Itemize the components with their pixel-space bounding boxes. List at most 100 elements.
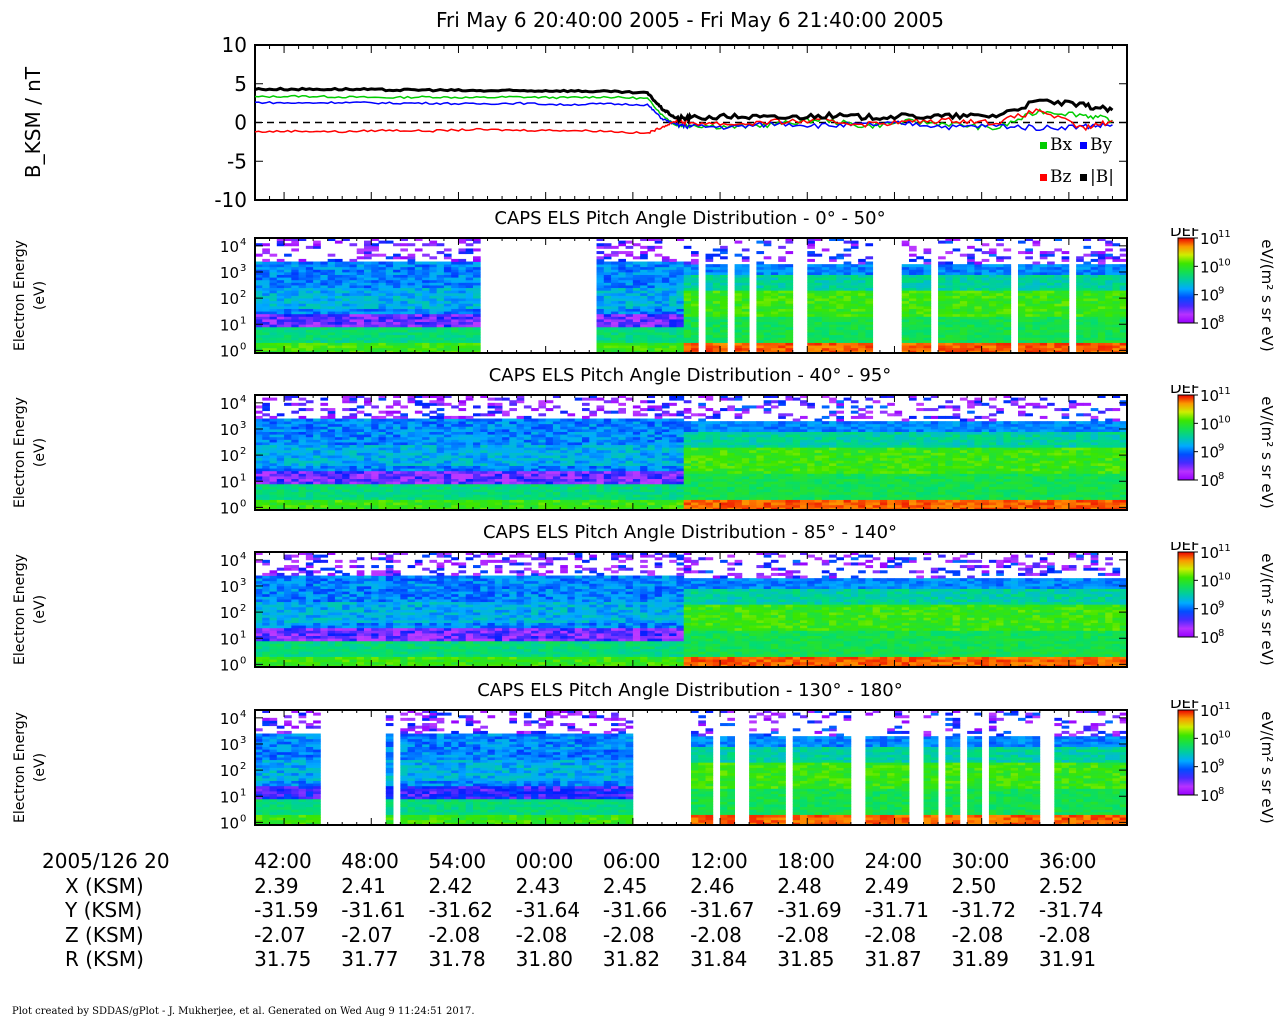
colorbar-label: DEF <box>1170 228 1200 240</box>
y-tick-exponent: 0 <box>240 498 246 509</box>
y-tick-exponent: 4 <box>240 709 246 720</box>
ephemeris-value: 2.42 <box>428 873 473 898</box>
y-tick-exponent: 4 <box>240 551 246 562</box>
y-tick-label: 10 <box>220 290 239 308</box>
y-axis-label: Electron Energy <box>12 712 28 823</box>
panel-title-40-95: CAPS ELS Pitch Angle Distribution - 40° … <box>488 365 892 386</box>
colorbar-tick-label: 10 <box>1200 787 1219 805</box>
legend-swatch <box>1080 142 1087 149</box>
y-tick-exponent: 2 <box>240 603 246 614</box>
colorbar-tick-label: 10 <box>1200 444 1219 462</box>
ephemeris-value: -2.07 <box>254 922 306 947</box>
y-tick-label: 10 <box>220 656 239 674</box>
time-axis-label: 2005/126 20 <box>42 849 170 873</box>
ephemeris-value: 31.87 <box>864 947 922 971</box>
spectrogram-cells <box>255 395 1128 511</box>
y-tick-exponent: 0 <box>240 655 246 666</box>
y-tick-label: 10 <box>220 762 239 780</box>
series-line-Bx <box>254 94 1113 131</box>
y-tick-label: 10 <box>220 814 239 832</box>
colorbar-tick-exponent: 11 <box>1218 543 1231 554</box>
y-tick-exponent: 2 <box>240 761 246 772</box>
colorbar-tick-exponent: 8 <box>1218 628 1224 639</box>
colorbar <box>1177 551 1195 638</box>
ephemeris-value: -2.08 <box>864 922 917 947</box>
ephemeris-row-label: Y (KSM) <box>65 898 143 922</box>
legend-swatch <box>1040 142 1047 149</box>
colorbar-tick-label: 10 <box>1200 472 1219 490</box>
colorbar-tick-label: 10 <box>1200 572 1219 590</box>
y-tick-label: -5 <box>227 149 247 173</box>
y-tick-label: 10 <box>220 316 239 334</box>
ephemeris-row-label: R (KSM) <box>65 947 144 971</box>
colorbar <box>1177 394 1195 481</box>
colorbar-tick-label: 10 <box>1200 702 1219 720</box>
footer-credit: Plot created by SDDAS/gPlot - J. Mukherj… <box>12 1006 475 1017</box>
y-axis-label: Electron Energy <box>12 240 28 351</box>
colorbar-units: eV/(m² s sr eV) <box>1258 396 1276 508</box>
y-tick-exponent: 4 <box>240 394 246 405</box>
series-line-absBabs <box>254 86 1114 126</box>
spectrogram-cells <box>255 238 1128 354</box>
ephemeris-value: 31.77 <box>341 947 399 971</box>
spectrogram-cells <box>255 552 1128 668</box>
ephemeris-value: -31.64 <box>515 898 581 922</box>
y-tick-label: 10 <box>220 421 239 439</box>
series-line-Bz <box>254 108 1113 135</box>
legend-label: By <box>1090 135 1112 155</box>
panel-title-0-50: CAPS ELS Pitch Angle Distribution - 0° -… <box>494 208 886 229</box>
ephemeris-value: 2.50 <box>951 873 997 898</box>
colorbar-tick-label: 10 <box>1200 315 1219 333</box>
colorbar-tick-exponent: 8 <box>1218 786 1224 797</box>
ephemeris-value: -2.08 <box>602 922 655 947</box>
y-axis-label: B_KSM / nT <box>21 66 45 178</box>
ephemeris-value: -31.67 <box>690 898 755 922</box>
y-tick-exponent: 3 <box>240 577 246 588</box>
ephemeris-value: 2.41 <box>341 873 386 898</box>
y-tick-label: -10 <box>214 188 247 210</box>
legend-swatch <box>1040 174 1047 181</box>
legend-label: Bx <box>1050 135 1072 155</box>
ephemeris-value: -2.08 <box>1038 922 1091 947</box>
y-tick-label: 10 <box>220 238 239 256</box>
y-axis-label: Electron Energy <box>12 554 28 665</box>
ephemeris-value: 31.89 <box>951 947 1009 971</box>
y-tick-label: 10 <box>220 630 239 648</box>
ephemeris-value: -31.66 <box>602 898 668 922</box>
ephemeris-value: 2.48 <box>777 873 822 898</box>
ephemeris-value: -2.07 <box>341 922 394 947</box>
y-tick-exponent: 2 <box>240 289 246 300</box>
colorbar-tick-label: 10 <box>1200 387 1219 405</box>
legend-swatch <box>1080 174 1087 181</box>
colorbar-tick-exponent: 9 <box>1218 600 1224 611</box>
ephemeris-row-label: Z (KSM) <box>65 922 144 947</box>
series-line-By <box>254 100 1113 132</box>
colorbar-tick-exponent: 11 <box>1218 229 1231 240</box>
y-tick-label: 10 <box>220 736 239 754</box>
y-tick-exponent: 1 <box>240 629 246 640</box>
ephemeris-value: 2.43 <box>515 873 561 898</box>
ephemeris-row-label: X (KSM) <box>65 873 144 898</box>
time-tick-label: 06:00 <box>602 849 661 873</box>
ephemeris-value: -31.62 <box>428 898 493 922</box>
colorbar-tick-exponent: 8 <box>1218 471 1224 482</box>
colorbar-label: DEF <box>1170 385 1200 397</box>
colorbar-tick-label: 10 <box>1200 258 1219 276</box>
colorbar <box>1177 237 1195 324</box>
y-tick-exponent: 0 <box>240 341 246 352</box>
ephemeris-value: -31.74 <box>1038 898 1104 922</box>
ephemeris-value: 2.46 <box>690 873 735 898</box>
colorbar-tick-exponent: 11 <box>1218 701 1231 712</box>
colorbar-tick-label: 10 <box>1200 629 1219 647</box>
ephemeris-value: -31.59 <box>254 898 319 922</box>
time-tick-label: 42:00 <box>254 849 312 873</box>
colorbar-tick-exponent: 10 <box>1218 729 1231 740</box>
ephemeris-value: 2.52 <box>1038 873 1084 898</box>
y-tick-label: 10 <box>220 395 239 413</box>
y-tick-label: 10 <box>220 499 239 517</box>
colorbar-tick-exponent: 11 <box>1218 386 1231 397</box>
y-axis-unit: (eV) <box>32 595 48 624</box>
spectrogram-cells <box>255 710 1128 826</box>
y-tick-label: 0 <box>234 111 247 135</box>
